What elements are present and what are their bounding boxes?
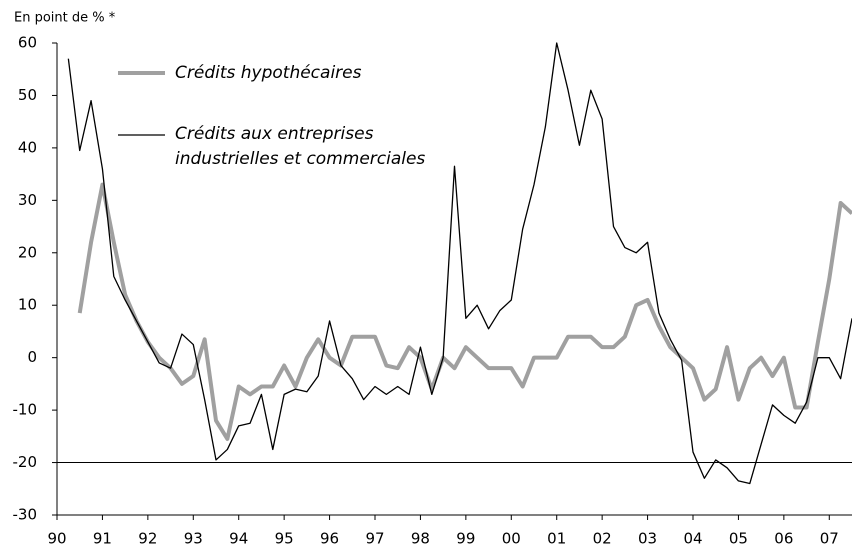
- x-tick-label: 97: [365, 530, 384, 548]
- x-tick-label: 07: [820, 530, 839, 548]
- y-tick-label: 50: [18, 86, 37, 104]
- x-tick-label: 00: [502, 530, 521, 548]
- x-tick-label: 95: [275, 530, 294, 548]
- series-line: [77, 182, 852, 441]
- x-tick-label: 96: [320, 530, 339, 548]
- y-tick-label: 20: [18, 243, 37, 261]
- y-tick-label: 0: [27, 348, 37, 366]
- x-tick-label: 01: [547, 530, 566, 548]
- y-tick-label: 40: [18, 138, 37, 156]
- x-tick-label: 94: [229, 530, 248, 548]
- x-tick-label: 06: [774, 530, 793, 548]
- legend-label: Crédits hypothécaires: [175, 63, 362, 83]
- y-tick-label: -20: [13, 453, 38, 471]
- x-tick-label: 90: [47, 530, 66, 548]
- y-tick-label: -10: [13, 401, 38, 419]
- x-tick-label: 93: [184, 530, 203, 548]
- y-tick-label: 60: [18, 34, 37, 52]
- x-tick-label: 04: [683, 530, 702, 548]
- x-tick-label: 98: [411, 530, 430, 548]
- legend-label: Crédits aux entreprises industrielles et…: [175, 124, 426, 169]
- y-axis-label: En point de % *: [14, 11, 116, 26]
- series-line: [67, 42, 852, 485]
- x-tick-label: 99: [456, 530, 475, 548]
- x-tick-label: 92: [138, 530, 157, 548]
- y-tick-label: 30: [18, 191, 37, 209]
- x-tick-label: 03: [638, 530, 657, 548]
- y-tick-label: 10: [18, 296, 37, 314]
- x-tick-label: 02: [593, 530, 612, 548]
- x-tick-label: 91: [93, 530, 112, 548]
- x-tick-label: 05: [729, 530, 748, 548]
- y-tick-label: -30: [13, 506, 38, 524]
